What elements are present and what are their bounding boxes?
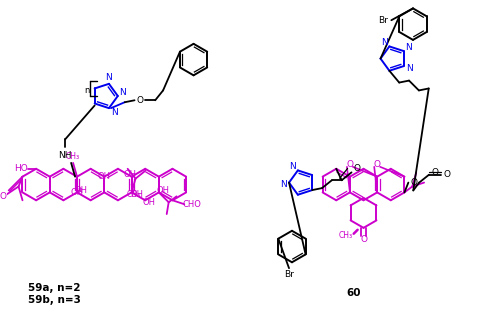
Text: O: O [346,160,354,169]
Text: OH: OH [123,170,136,179]
Text: OH: OH [98,172,111,181]
Text: CHO: CHO [182,200,202,209]
Text: N: N [112,108,118,117]
Text: NH: NH [58,150,72,159]
Text: OH: OH [156,186,170,195]
Text: N: N [120,88,126,96]
Text: CH₃: CH₃ [338,231,353,240]
Text: Br: Br [284,270,294,279]
Text: O: O [374,160,380,169]
Text: N: N [381,38,388,47]
Text: O: O [432,168,438,177]
Text: N: N [405,43,412,51]
Text: N: N [406,64,413,73]
Text: CH₃: CH₃ [66,153,80,162]
Text: CH₃: CH₃ [126,190,140,199]
Text: 60: 60 [346,288,360,298]
Text: O: O [137,96,144,105]
Text: O: O [0,192,6,201]
Text: OH: OH [142,198,156,207]
Text: N: N [290,162,296,171]
Text: n: n [84,86,89,95]
Text: 59a, n=2: 59a, n=2 [28,283,81,293]
Text: Br: Br [378,16,388,25]
Text: N: N [106,73,112,82]
Text: 59b, n=3: 59b, n=3 [28,295,81,305]
Text: OH: OH [131,190,144,199]
Text: O: O [443,170,450,179]
Text: N: N [280,180,286,189]
Text: OH: OH [70,188,84,197]
Text: OH: OH [74,186,88,195]
Text: O: O [411,178,418,187]
Text: O: O [354,164,361,173]
Text: O: O [360,235,367,244]
Text: HO: HO [14,164,28,173]
